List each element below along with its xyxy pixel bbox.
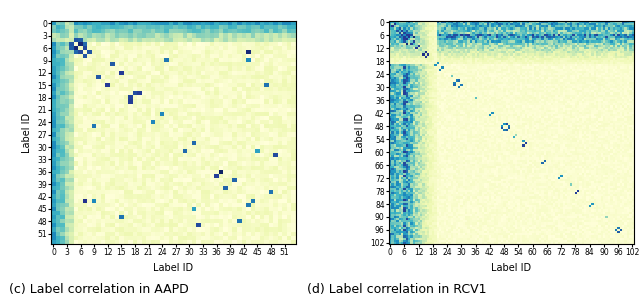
X-axis label: Label ID: Label ID: [491, 263, 531, 273]
Text: (d) Label correlation in RCV1: (d) Label correlation in RCV1: [307, 283, 486, 296]
X-axis label: Label ID: Label ID: [154, 263, 194, 273]
Y-axis label: Label ID: Label ID: [355, 113, 365, 153]
Y-axis label: Label ID: Label ID: [22, 113, 32, 153]
Text: (c) Label correlation in AAPD: (c) Label correlation in AAPD: [10, 283, 189, 296]
